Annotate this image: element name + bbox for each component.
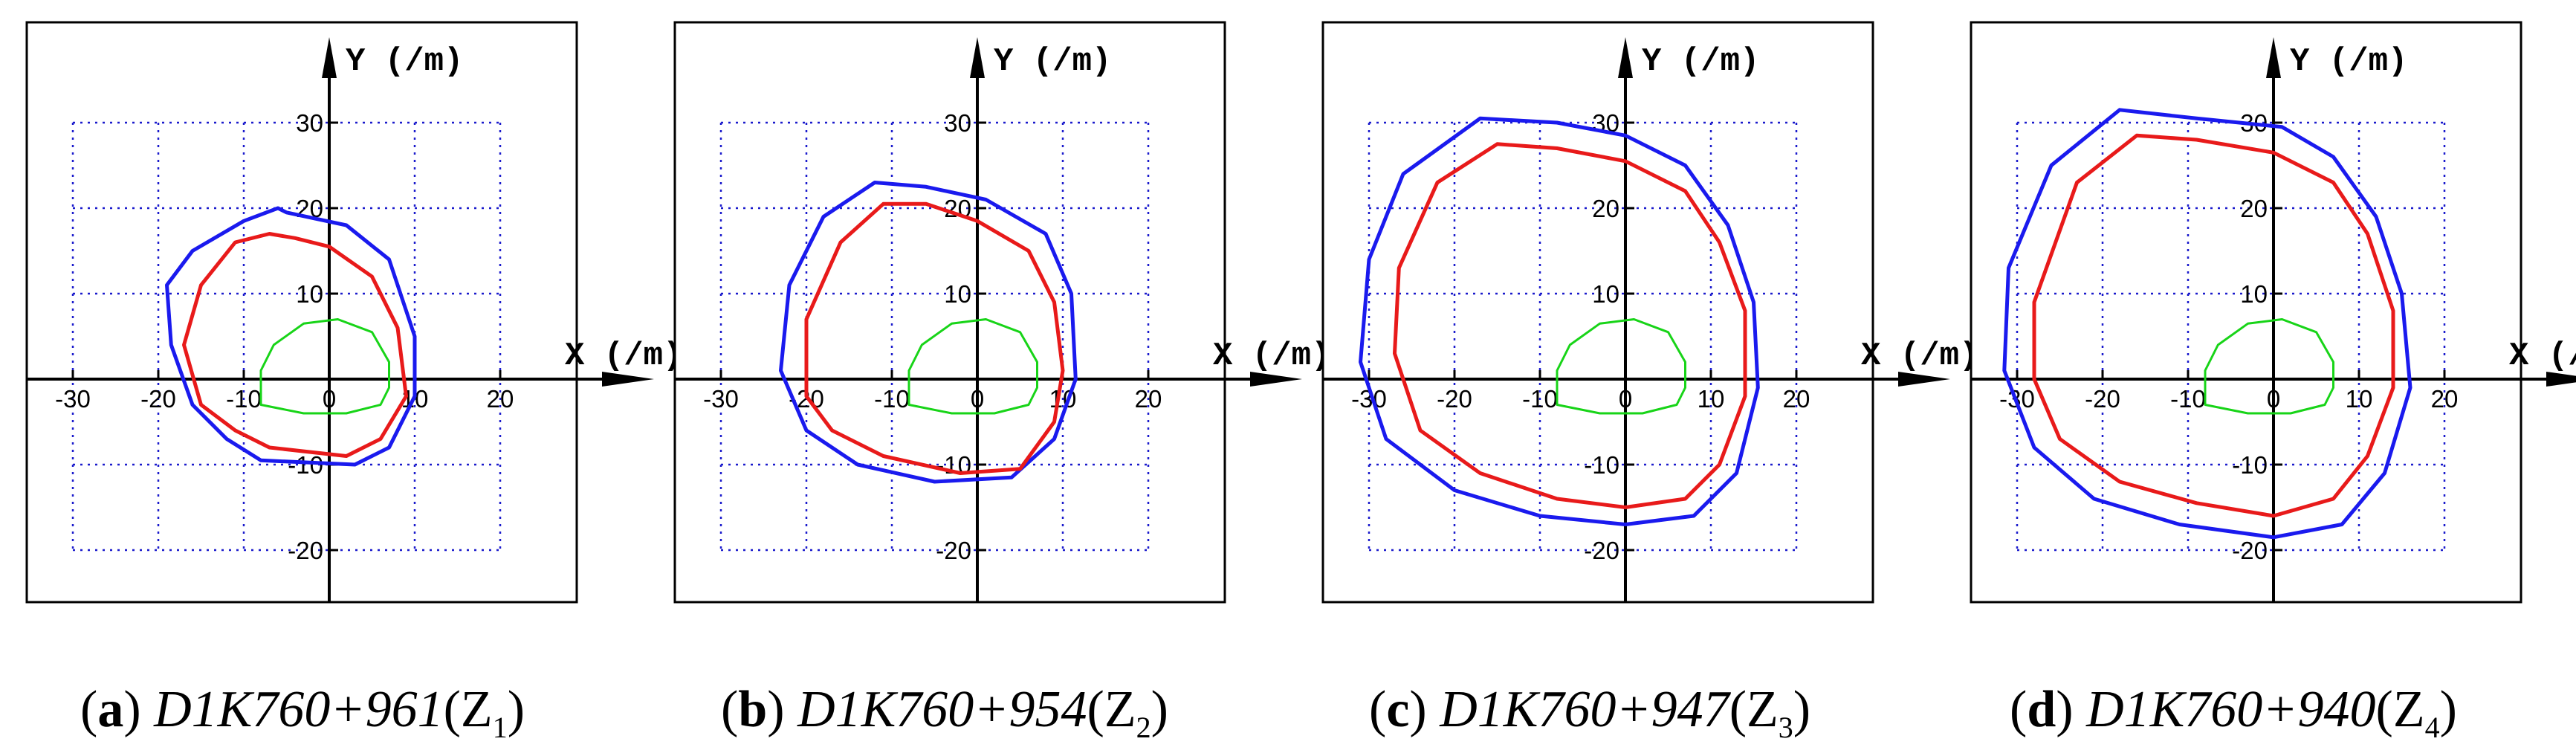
x-tick-label: -10 — [874, 385, 910, 413]
x-tick-label: 0 — [1619, 385, 1632, 413]
caption-zone: Z — [1747, 681, 1779, 738]
x-tick-label: 0 — [323, 385, 336, 413]
y-tick-label: -10 — [2232, 451, 2268, 479]
caption-letter: d — [2027, 681, 2056, 738]
y-tick-label: 20 — [2240, 195, 2268, 222]
series-contour-1 — [182, 232, 408, 458]
x-axis-arrow — [1898, 372, 1950, 387]
y-axis-arrow — [970, 37, 985, 78]
series-contour-2 — [2204, 318, 2334, 415]
y-tick-label: -20 — [936, 537, 971, 564]
series-contour-0 — [165, 206, 417, 467]
y-axis-arrow — [2266, 37, 2281, 78]
x-axis-label: X (/m) — [2509, 337, 2576, 375]
caption-d: (d) D1K760+940(Z4) — [2010, 681, 2457, 744]
plot-frame — [673, 21, 1226, 604]
series-contour-2 — [1556, 318, 1686, 415]
x-axis-label: X (/m) — [1213, 337, 1330, 375]
caption-a: (a) D1K760+961(Z1) — [80, 681, 525, 744]
x-tick-label: -20 — [140, 385, 176, 413]
x-tick-label: -20 — [1437, 385, 1472, 413]
caption-zone: Z — [460, 681, 493, 738]
y-tick-label: 10 — [2240, 280, 2268, 308]
series-contour-2 — [259, 318, 390, 415]
x-tick-label: 0 — [971, 385, 984, 413]
x-tick-label: 10 — [1698, 385, 1725, 413]
chart-panel-a: -30 -20 -10 0 10 20 -20 -10 10 20 30 X (/m) Y (/m) (… — [21, 0, 682, 756]
y-tick-label: 20 — [1592, 195, 1619, 222]
y-axis-label: Y (/m) — [346, 43, 463, 80]
caption-letter: b — [738, 681, 768, 738]
x-axis-label: X (/m) — [565, 337, 682, 375]
x-axis-arrow — [602, 372, 654, 387]
series-contour-1 — [804, 201, 1065, 475]
series-contour-0 — [1359, 116, 1760, 526]
caption-station: D1K760+954 — [797, 681, 1087, 738]
caption-zone-sub: 2 — [1136, 711, 1151, 744]
x-tick-label: 20 — [487, 385, 514, 413]
series-contour-2 — [907, 318, 1038, 415]
y-tick-label: -20 — [2232, 537, 2268, 564]
x-tick-label: 20 — [1135, 385, 1162, 413]
chart-panel-c: -30 -20 -10 0 10 20 -20 -10 10 20 30 X (/m) Y (/m) (… — [1317, 0, 1978, 756]
chart-panel-b: -30 -20 -10 0 10 20 -20 -10 10 20 30 X (/m) Y (/m) (… — [669, 0, 1330, 756]
x-tick-label: -30 — [703, 385, 739, 413]
caption-letter: c — [1386, 681, 1410, 738]
y-tick-label: 30 — [944, 109, 971, 137]
x-tick-label: 20 — [2431, 385, 2459, 413]
x-tick-label: -30 — [55, 385, 91, 413]
caption-zone: Z — [1104, 681, 1136, 738]
x-tick-label: 10 — [2346, 385, 2373, 413]
caption-station: D1K760+961 — [154, 681, 444, 738]
x-tick-label: -10 — [2170, 385, 2206, 413]
caption-letter: a — [97, 681, 124, 738]
y-tick-label: 10 — [1592, 280, 1619, 308]
series-contour-1 — [2032, 133, 2395, 518]
y-tick-label: 10 — [944, 280, 971, 308]
caption-station: D1K760+940 — [2086, 681, 2376, 738]
x-tick-label: 20 — [1783, 385, 1810, 413]
x-axis-arrow — [2546, 372, 2576, 387]
x-axis-arrow — [1250, 372, 1302, 387]
caption-station: D1K760+947 — [1440, 681, 1729, 738]
series-contour-0 — [779, 181, 1078, 484]
caption-zone-sub: 1 — [492, 711, 508, 744]
x-tick-label: 0 — [2267, 385, 2280, 413]
y-axis-label: Y (/m) — [1642, 43, 1759, 80]
x-axis-label: X (/m) — [1861, 337, 1978, 375]
y-axis-label: Y (/m) — [994, 43, 1111, 80]
plot-frame — [1970, 21, 2522, 604]
caption-b: (b) D1K760+954(Z2) — [721, 681, 1168, 744]
caption-zone-sub: 3 — [1778, 711, 1793, 744]
y-axis-arrow — [322, 37, 337, 78]
caption-zone-sub: 4 — [2424, 711, 2440, 744]
y-tick-label: 10 — [296, 280, 323, 308]
y-tick-label: -10 — [288, 451, 323, 479]
caption-c: (c) D1K760+947(Z3) — [1369, 681, 1811, 744]
plot-frame — [25, 21, 578, 604]
y-tick-label: -10 — [1584, 451, 1619, 479]
x-tick-label: -10 — [1522, 385, 1558, 413]
y-axis-arrow — [1618, 37, 1633, 78]
y-tick-label: -20 — [288, 537, 323, 564]
x-tick-label: -20 — [2085, 385, 2120, 413]
x-tick-label: -10 — [226, 385, 262, 413]
y-axis-label: Y (/m) — [2290, 43, 2407, 80]
caption-zone: Z — [2392, 681, 2425, 738]
y-tick-label: 30 — [296, 109, 323, 137]
series-contour-1 — [1393, 142, 1747, 509]
series-contour-0 — [2002, 108, 2412, 540]
y-tick-label: -20 — [1584, 537, 1619, 564]
